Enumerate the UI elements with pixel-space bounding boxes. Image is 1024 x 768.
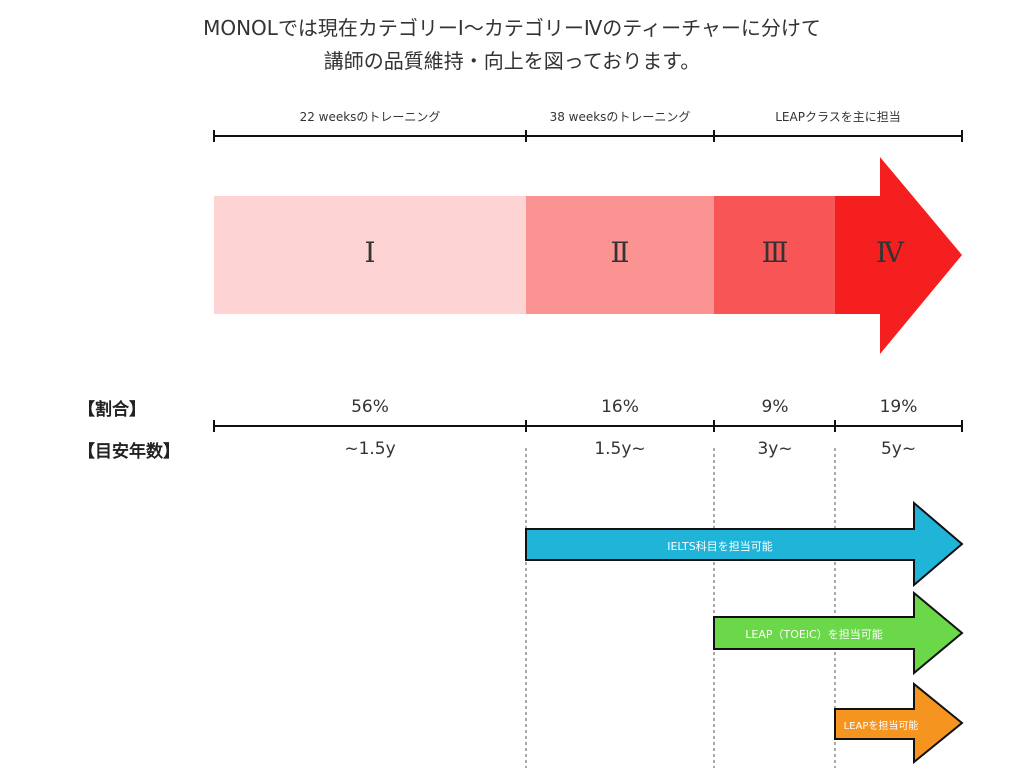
phase-label-1: 22 weeksのトレーニング — [299, 110, 441, 124]
category-segment-2 — [526, 196, 714, 314]
years-label: 【目安年数】 — [78, 442, 180, 462]
capability-text-ielts: IELTS科目を担当可能 — [667, 540, 773, 553]
years-value-1: ~1.5y — [344, 439, 396, 459]
capability-text-leap: LEAPを担当可能 — [843, 721, 919, 732]
years-value-4: 5y~ — [880, 439, 917, 459]
phase-timeline — [213, 130, 963, 142]
category-arrow — [214, 157, 962, 354]
category-segment-4 — [835, 157, 962, 354]
title-line-1: MONOLでは現在カテゴリーⅠ〜カテゴリーⅣのティーチャーに分けて — [203, 16, 821, 40]
capability-arrow-leap — [834, 681, 964, 765]
category-label-2: Ⅱ — [610, 236, 630, 269]
phase-label-3: LEAPクラスを主に担当 — [775, 110, 901, 124]
dashed-guides — [525, 448, 836, 768]
ratio-value-4: 19% — [879, 397, 918, 417]
ratio-value-1: 56% — [351, 397, 389, 417]
ratio-label: 【割合】 — [78, 400, 146, 420]
title-line-2: 講師の品質維持・向上を図っております。 — [323, 49, 701, 73]
phase-label-2: 38 weeksのトレーニング — [549, 110, 691, 124]
ratio-value-2: 16% — [601, 397, 639, 417]
years-value-2: 1.5y~ — [594, 439, 646, 459]
capability-text-leap-toeic: LEAP（TOEIC）を担当可能 — [745, 628, 883, 641]
category-label-3: Ⅲ — [761, 236, 789, 269]
capability-arrow-leap-toeic — [713, 590, 964, 676]
category-segment-3 — [714, 196, 836, 314]
category-segment-1 — [214, 196, 526, 314]
ratio-value-3: 9% — [761, 397, 789, 417]
capability-arrow-ielts — [525, 500, 964, 588]
years-value-3: 3y~ — [757, 439, 793, 459]
ratio-axis — [213, 420, 963, 432]
category-label-4: Ⅳ — [876, 236, 904, 269]
page-title: MONOLでは現在カテゴリーⅠ〜カテゴリーⅣのティーチャーに分けて 講師の品質維… — [0, 12, 1024, 78]
category-label-1: Ⅰ — [364, 236, 376, 269]
